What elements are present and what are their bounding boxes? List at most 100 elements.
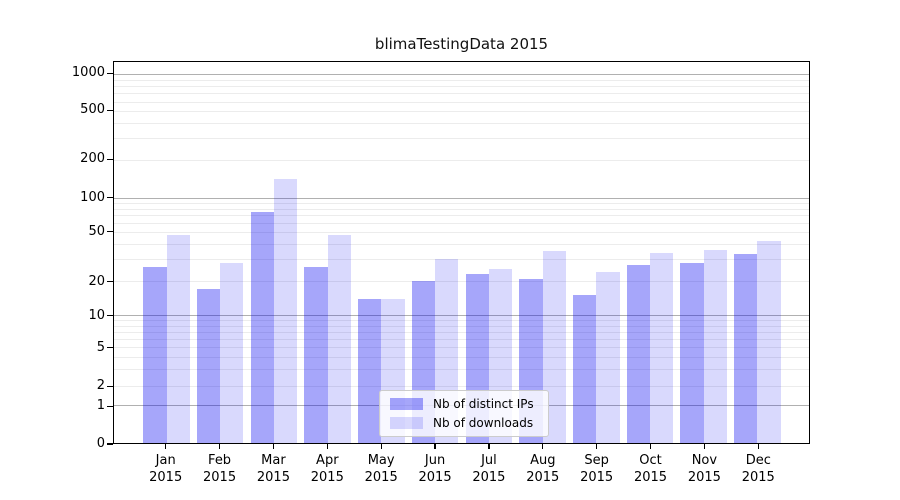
x-tick-label-may: May 2015 (364, 453, 398, 485)
x-tick-mark-apr (326, 444, 328, 449)
x-tick-mark-mar (272, 444, 275, 449)
x-tick-label-sep: Sep 2015 (580, 453, 614, 485)
gridline-800 (114, 86, 809, 88)
x-tick-label-dec: Dec 2015 (741, 453, 775, 485)
bar-distinct-ips-feb (197, 289, 221, 443)
x-tick-mark-sep (596, 444, 598, 449)
gridline-70 (114, 215, 809, 217)
x-tick-mark-oct (649, 444, 652, 449)
y-tick-mark-1000 (107, 72, 113, 75)
gridline-300 (114, 138, 809, 140)
gridline-6 (114, 338, 809, 340)
legend-entry-downloads: Nb of downloads (380, 416, 548, 430)
x-tick-mark-feb (218, 444, 221, 449)
gridline-500 (114, 111, 809, 113)
gridline-5 (114, 347, 809, 349)
gridline-1000 (114, 74, 809, 76)
gridline-7 (114, 331, 809, 333)
bar-distinct-ips-may (358, 298, 382, 443)
gridline-700 (114, 93, 809, 95)
y-tick-mark-5 (107, 347, 113, 349)
y-tick-label-1000: 1000 (71, 65, 105, 81)
bar-downloads-nov (703, 249, 727, 443)
plot-area: Nb of distinct IPs Nb of downloads (113, 61, 810, 444)
gridline-2 (114, 385, 809, 387)
bar-downloads-sep (596, 271, 620, 443)
gridline-40 (114, 243, 809, 245)
x-tick-mark-aug (542, 444, 544, 449)
y-tick-mark-200 (107, 158, 113, 161)
x-tick-mark-jun (434, 444, 436, 449)
bar-downloads-oct (649, 252, 674, 443)
x-tick-label-oct: Oct 2015 (633, 453, 668, 485)
x-tick-label-feb: Feb 2015 (203, 453, 237, 485)
bar-distinct-ips-mar (250, 211, 274, 443)
bar-downloads-dec (757, 241, 781, 443)
x-tick-label-aug: Aug 2015 (526, 453, 560, 485)
legend-entry-distinct-ips: Nb of distinct IPs (380, 397, 548, 411)
gridline-200 (114, 159, 809, 161)
gridline-4 (114, 356, 809, 358)
y-tick-mark-0 (107, 443, 113, 445)
legend: Nb of distinct IPs Nb of downloads (379, 390, 549, 437)
bar-distinct-ips-apr (304, 267, 328, 443)
gridline-8 (114, 325, 809, 327)
y-tick-label-20: 20 (88, 273, 105, 289)
bar-downloads-apr (327, 235, 351, 443)
legend-swatch-downloads (390, 417, 423, 429)
x-tick-label-jul: Jul 2015 (472, 453, 506, 485)
gridline-3 (114, 368, 809, 370)
legend-swatch-distinct-ips (390, 398, 423, 410)
gridline-9 (114, 320, 809, 322)
legend-label-downloads: Nb of downloads (433, 416, 534, 430)
gridline-600 (114, 101, 809, 103)
y-tick-label-50: 50 (88, 223, 105, 239)
gridline-20 (114, 281, 809, 283)
gridline-80 (114, 208, 809, 210)
x-tick-mark-nov (703, 444, 706, 449)
y-tick-label-100: 100 (80, 189, 105, 205)
bar-distinct-ips-jan (143, 267, 167, 443)
bar-distinct-ips-nov (680, 263, 704, 443)
y-tick-label-1: 1 (96, 398, 105, 414)
y-tick-label-200: 200 (80, 151, 105, 167)
x-tick-mark-dec (757, 444, 759, 449)
bar-distinct-ips-dec (734, 254, 758, 443)
legend-label-distinct-ips: Nb of distinct IPs (433, 397, 534, 411)
y-tick-mark-2 (107, 385, 113, 387)
y-tick-mark-20 (107, 280, 113, 283)
gridline-400 (114, 123, 809, 125)
x-tick-mark-jan (165, 444, 167, 449)
y-tick-label-0: 0 (96, 436, 105, 451)
x-tick-label-nov: Nov 2015 (687, 453, 721, 485)
x-tick-mark-jul (488, 444, 490, 449)
y-tick-label-5: 5 (96, 339, 105, 355)
bar-distinct-ips-sep (573, 295, 597, 443)
bar-downloads-jan (166, 235, 190, 443)
gridline-60 (114, 222, 809, 224)
y-tick-label-2: 2 (96, 378, 105, 394)
gridline-900 (114, 80, 809, 81)
y-tick-label-10: 10 (88, 307, 105, 323)
y-tick-label-500: 500 (80, 102, 105, 118)
bar-downloads-feb (220, 263, 244, 443)
bar-distinct-ips-oct (626, 265, 650, 443)
y-tick-mark-100 (107, 196, 113, 199)
y-tick-mark-500 (107, 109, 113, 112)
y-tick-mark-1 (107, 405, 113, 407)
x-tick-label-apr: Apr 2015 (310, 453, 344, 485)
bar-downloads-mar (273, 178, 298, 443)
gridline-30 (114, 259, 809, 261)
chart-title: blimaTestingData 2015 (374, 35, 549, 53)
x-tick-label-mar: Mar 2015 (256, 453, 290, 485)
gridline-90 (114, 203, 809, 204)
gridline-100 (114, 197, 809, 199)
y-tick-mark-50 (107, 230, 113, 233)
y-tick-mark-10 (107, 314, 113, 317)
gridline-10 (114, 315, 809, 317)
gridline-50 (114, 231, 809, 233)
x-tick-label-jun: Jun 2015 (418, 453, 452, 485)
x-tick-mark-may (380, 444, 382, 449)
x-tick-label-jan: Jan 2015 (149, 453, 183, 485)
